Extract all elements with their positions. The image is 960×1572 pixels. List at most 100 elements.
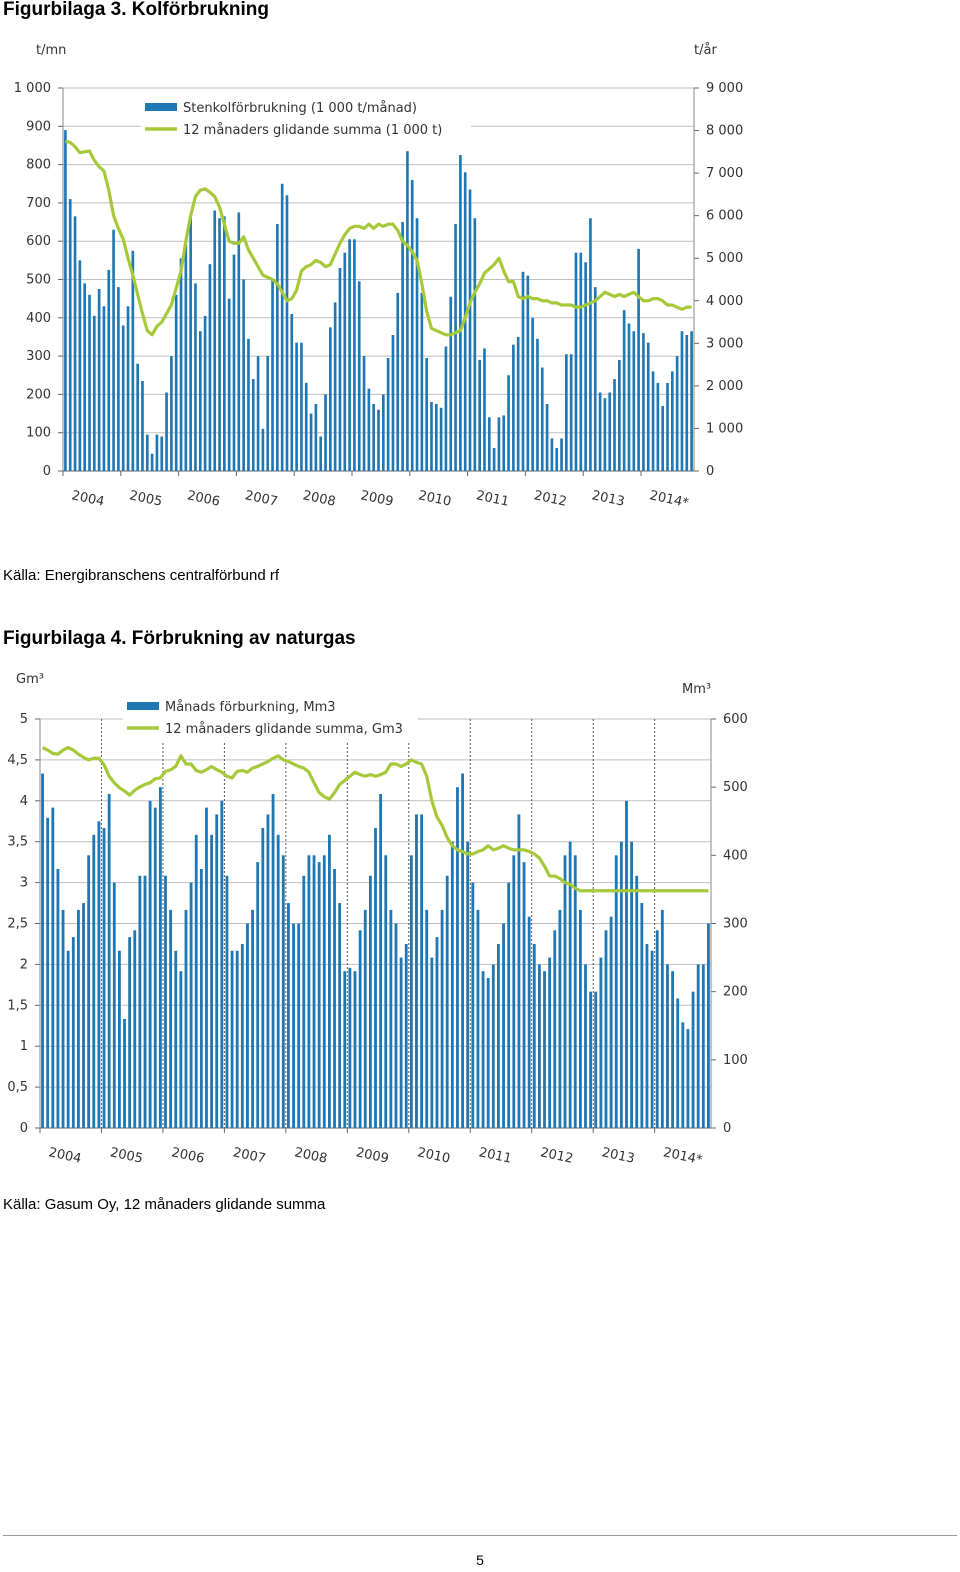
bar xyxy=(512,855,516,1128)
bar xyxy=(707,923,710,1128)
left-tick-label: 600 xyxy=(26,234,51,249)
bar xyxy=(613,379,616,471)
bar xyxy=(199,868,203,1128)
bar xyxy=(593,287,597,471)
right-tick-label: 200 xyxy=(723,985,748,1000)
bar xyxy=(435,937,439,1128)
bar xyxy=(440,909,444,1128)
bar xyxy=(87,855,91,1128)
x-tick-label: 2005 xyxy=(128,488,163,510)
bar xyxy=(439,407,443,471)
page-number: 5 xyxy=(476,1552,484,1568)
natural-gas-consumption-chart: 0 0,5 1 1,5 2 2,5 3 3,5 4 4,5 5 0 100 200 300 400 500 600… xyxy=(7,672,748,1168)
bar xyxy=(696,964,700,1128)
bar xyxy=(271,793,275,1128)
bar xyxy=(179,258,183,471)
x-tick-label: 2006 xyxy=(186,488,221,510)
bar xyxy=(117,287,120,471)
x-tick-label: 2007 xyxy=(232,1145,267,1167)
bar xyxy=(522,862,526,1128)
bar xyxy=(266,814,270,1128)
x-tick-label: 2006 xyxy=(170,1145,205,1167)
bar xyxy=(150,453,154,471)
bar xyxy=(56,868,60,1128)
bar xyxy=(324,394,327,471)
right-tick-label: 7 000 xyxy=(706,166,743,181)
bar xyxy=(353,239,356,471)
bar xyxy=(517,814,521,1128)
bar xyxy=(205,807,208,1128)
bar xyxy=(374,828,377,1128)
bar xyxy=(317,862,321,1128)
bar xyxy=(497,943,500,1128)
right-tick-label: 0 xyxy=(723,1121,731,1136)
bar xyxy=(160,436,164,471)
bar xyxy=(409,855,413,1128)
bar xyxy=(553,930,557,1128)
bar xyxy=(131,250,135,471)
bar xyxy=(404,943,408,1128)
bar xyxy=(343,971,347,1128)
bar xyxy=(502,415,506,471)
bar xyxy=(445,875,449,1128)
bar xyxy=(261,828,265,1128)
bar xyxy=(538,964,541,1128)
bar xyxy=(569,354,573,471)
left-tick-label: 400 xyxy=(26,311,51,326)
bar xyxy=(368,875,372,1128)
bar xyxy=(287,903,290,1128)
bar xyxy=(526,275,530,471)
left-axis-unit: Gm³ xyxy=(16,672,44,687)
bar xyxy=(184,245,188,471)
bar xyxy=(322,855,326,1128)
bar xyxy=(459,155,462,471)
bar xyxy=(650,950,654,1128)
bar xyxy=(563,855,567,1128)
bar xyxy=(502,923,505,1128)
bar xyxy=(642,333,645,471)
bar xyxy=(574,252,578,471)
bar xyxy=(492,448,496,471)
bar xyxy=(466,841,470,1128)
bar xyxy=(701,964,705,1128)
right-tick-label: 5 000 xyxy=(706,251,743,266)
bar xyxy=(164,875,167,1128)
legend-bar-label: Stenkolförbrukning (1 000 t/månad) xyxy=(183,101,417,116)
legend-bar-swatch xyxy=(145,103,177,111)
bar xyxy=(527,916,531,1128)
bar xyxy=(302,875,306,1128)
bar xyxy=(348,967,352,1128)
bar xyxy=(227,298,231,471)
bar xyxy=(145,434,149,471)
bar xyxy=(589,991,593,1128)
bar xyxy=(97,821,101,1128)
bar xyxy=(578,909,582,1128)
bar xyxy=(126,306,130,471)
bar xyxy=(102,306,106,471)
bar xyxy=(174,294,178,471)
bar xyxy=(604,930,608,1128)
right-tick-label: 300 xyxy=(723,917,748,932)
bar xyxy=(309,413,313,471)
bar xyxy=(83,283,86,471)
legend-background xyxy=(123,694,418,742)
bar xyxy=(598,392,602,471)
bar xyxy=(468,189,472,471)
bar xyxy=(476,909,480,1128)
x-tick-label: 2012 xyxy=(533,488,568,510)
bar xyxy=(389,909,393,1128)
bar xyxy=(614,855,618,1128)
bar xyxy=(198,331,202,471)
bar xyxy=(143,875,147,1128)
left-tick-label: 0,5 xyxy=(7,1080,28,1095)
bar xyxy=(632,331,636,471)
bar xyxy=(646,342,650,471)
bar xyxy=(406,151,409,471)
bar xyxy=(61,909,65,1128)
bar xyxy=(292,923,295,1128)
left-tick-label: 200 xyxy=(26,387,51,402)
bar xyxy=(635,875,639,1128)
left-tick-label: 4 xyxy=(20,794,28,809)
bar xyxy=(357,281,361,471)
x-tick-label: 2004 xyxy=(47,1145,82,1167)
